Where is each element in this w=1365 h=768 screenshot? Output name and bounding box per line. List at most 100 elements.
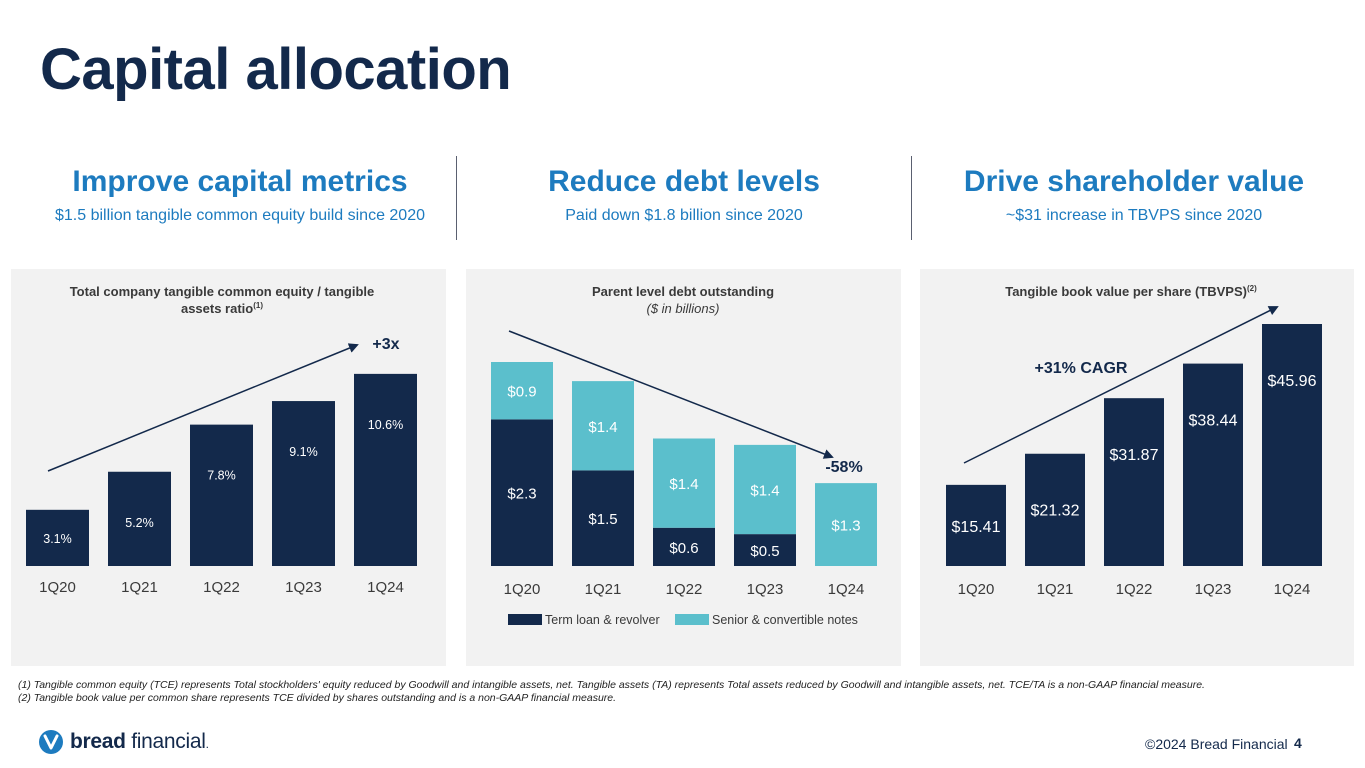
chart-marks: 3.1% 1Q20 5.2% 1Q21 7.8% 1Q22 9.1% 1Q23 10.6% 1Q2… xyxy=(26,373,417,596)
bar-segment xyxy=(734,444,796,535)
bar xyxy=(190,424,253,566)
data-label: 10.6% xyxy=(368,418,403,432)
bar xyxy=(1025,453,1085,566)
column-header-tbvps: Drive shareholder value ~$31 increase in… xyxy=(919,164,1349,225)
column-subheading: ~$31 increase in TBVPS since 2020 xyxy=(1005,207,1263,224)
category-label: 1Q24 xyxy=(1274,581,1311,598)
chart-tbvps: Tangible book value per share (TBVPS)(2)… xyxy=(946,284,1322,598)
chart-title-line: Total company tangible common equity / t… xyxy=(70,284,375,299)
chart-title-line: Parent level debt outstanding xyxy=(592,284,774,299)
data-label: $2.3 xyxy=(507,486,536,503)
chart-debt: Parent level debt outstanding ($ in billi… xyxy=(491,284,877,627)
category-label: 1Q23 xyxy=(285,579,322,596)
logo-wordmark: bread financial. xyxy=(70,730,209,754)
data-label: $45.96 xyxy=(1268,373,1317,390)
category-label: 1Q20 xyxy=(504,581,541,598)
category-label: 1Q24 xyxy=(828,581,865,598)
chart-legend: Term loan & revolver Senior & convertible… xyxy=(508,613,858,627)
legend-label: Senior & convertible notes xyxy=(712,613,858,627)
chart-marks: $15.41 1Q20 $21.32 1Q21 $31.87 1Q22 $38.44 1Q23… xyxy=(946,324,1322,598)
footnote-ref: (2) xyxy=(1247,284,1257,293)
category-label: 1Q21 xyxy=(121,579,158,596)
chart-panel-tbvps: Tangible book value per share (TBVPS)(2)… xyxy=(920,269,1354,666)
annotation: +3x xyxy=(372,336,399,353)
bar-segment xyxy=(815,483,877,566)
trend-arrow: +3x xyxy=(47,336,400,472)
data-label: $1.5 xyxy=(588,511,617,528)
trend-arrow: +31% CAGR xyxy=(963,306,1279,464)
bar-segment xyxy=(491,362,553,420)
category-label: 1Q23 xyxy=(1195,581,1232,598)
data-label: $21.32 xyxy=(1031,503,1080,520)
bar-segment xyxy=(734,534,796,566)
bar xyxy=(272,401,335,566)
category-label: 1Q24 xyxy=(367,579,404,596)
trend-arrow: -58% xyxy=(508,330,863,476)
footnote-1: (1) Tangible common equity (TCE) represe… xyxy=(18,679,1205,691)
trend-line xyxy=(508,330,834,459)
column-header-capital: Improve capital metrics $1.5 billion tan… xyxy=(25,164,455,225)
data-label: $0.9 xyxy=(507,384,536,401)
annotation: -58% xyxy=(825,459,862,476)
bar-segment xyxy=(572,381,634,471)
chart-subtitle: ($ in billions) xyxy=(647,301,720,316)
data-label: 5.2% xyxy=(125,516,154,530)
data-label: $1.4 xyxy=(669,476,698,493)
logo-light: financial xyxy=(131,730,206,753)
category-label: 1Q22 xyxy=(1116,581,1153,598)
data-label: $0.6 xyxy=(669,540,698,557)
footnote-ref: (1) xyxy=(253,301,263,310)
column-subheading: $1.5 billion tangible common equity buil… xyxy=(54,207,425,224)
data-label: $1.4 xyxy=(750,483,779,500)
company-logo: bread financial. xyxy=(38,729,209,755)
bar xyxy=(108,471,171,566)
data-label: $1.3 xyxy=(831,518,860,535)
data-label: 7.8% xyxy=(207,469,236,483)
bar-segment xyxy=(572,470,634,566)
page-number: 4 xyxy=(1294,735,1302,751)
data-label: $0.5 xyxy=(750,543,779,560)
trend-line xyxy=(963,306,1279,464)
annotation: +31% CAGR xyxy=(1035,360,1128,377)
bread-logo-icon xyxy=(39,730,63,754)
category-label: 1Q20 xyxy=(39,579,76,596)
bar xyxy=(26,509,89,566)
data-label: 9.1% xyxy=(289,445,318,459)
copyright: ©2024 Bread Financial xyxy=(1145,736,1288,752)
bar xyxy=(354,373,417,566)
trend-line xyxy=(47,343,359,472)
data-label: $38.44 xyxy=(1189,413,1238,430)
chart-title: Total company tangible common equity / t… xyxy=(70,284,375,316)
legend-label: Term loan & revolver xyxy=(545,613,660,627)
bar xyxy=(1183,363,1243,566)
bar-segment xyxy=(653,527,715,566)
chart-title: Tangible book value per share (TBVPS)(2) xyxy=(1005,284,1257,299)
column-subheading: Paid down $1.8 billion since 2020 xyxy=(565,207,803,224)
data-label: $1.4 xyxy=(588,419,617,436)
data-label: $31.87 xyxy=(1110,447,1159,464)
category-label: 1Q21 xyxy=(1037,581,1074,598)
chart-panel-debt: Parent level debt outstanding ($ in billi… xyxy=(466,269,901,666)
bar-segment xyxy=(491,419,553,566)
legend-swatch xyxy=(675,614,709,625)
bar-segment xyxy=(653,438,715,528)
logo-tm: . xyxy=(205,737,209,751)
chart-title-line: assets ratio(1) xyxy=(181,301,263,316)
column-heading: Drive shareholder value xyxy=(963,165,1305,198)
chart-marks: $2.3 $0.9 1Q20 $1.5 $1.4 1Q21 $0.6 $1.4 1Q22 $0.5… xyxy=(491,362,877,598)
column-divider xyxy=(911,156,912,240)
bar xyxy=(1262,324,1322,566)
chart-title: Parent level debt outstanding ($ in billi… xyxy=(592,284,774,316)
data-label: $15.41 xyxy=(952,519,1001,536)
category-label: 1Q21 xyxy=(585,581,622,598)
data-label: 3.1% xyxy=(43,532,72,546)
category-label: 1Q22 xyxy=(203,579,240,596)
chart-tce-ratio: Total company tangible common equity / t… xyxy=(26,284,417,596)
column-divider xyxy=(456,156,457,240)
legend-swatch xyxy=(508,614,542,625)
bar xyxy=(946,484,1006,566)
chart-title-line: Tangible book value per share (TBVPS)(2) xyxy=(1005,284,1257,299)
category-label: 1Q20 xyxy=(958,581,995,598)
bar xyxy=(1104,398,1164,566)
footnote-2: (2) Tangible book value per common share… xyxy=(18,692,617,704)
